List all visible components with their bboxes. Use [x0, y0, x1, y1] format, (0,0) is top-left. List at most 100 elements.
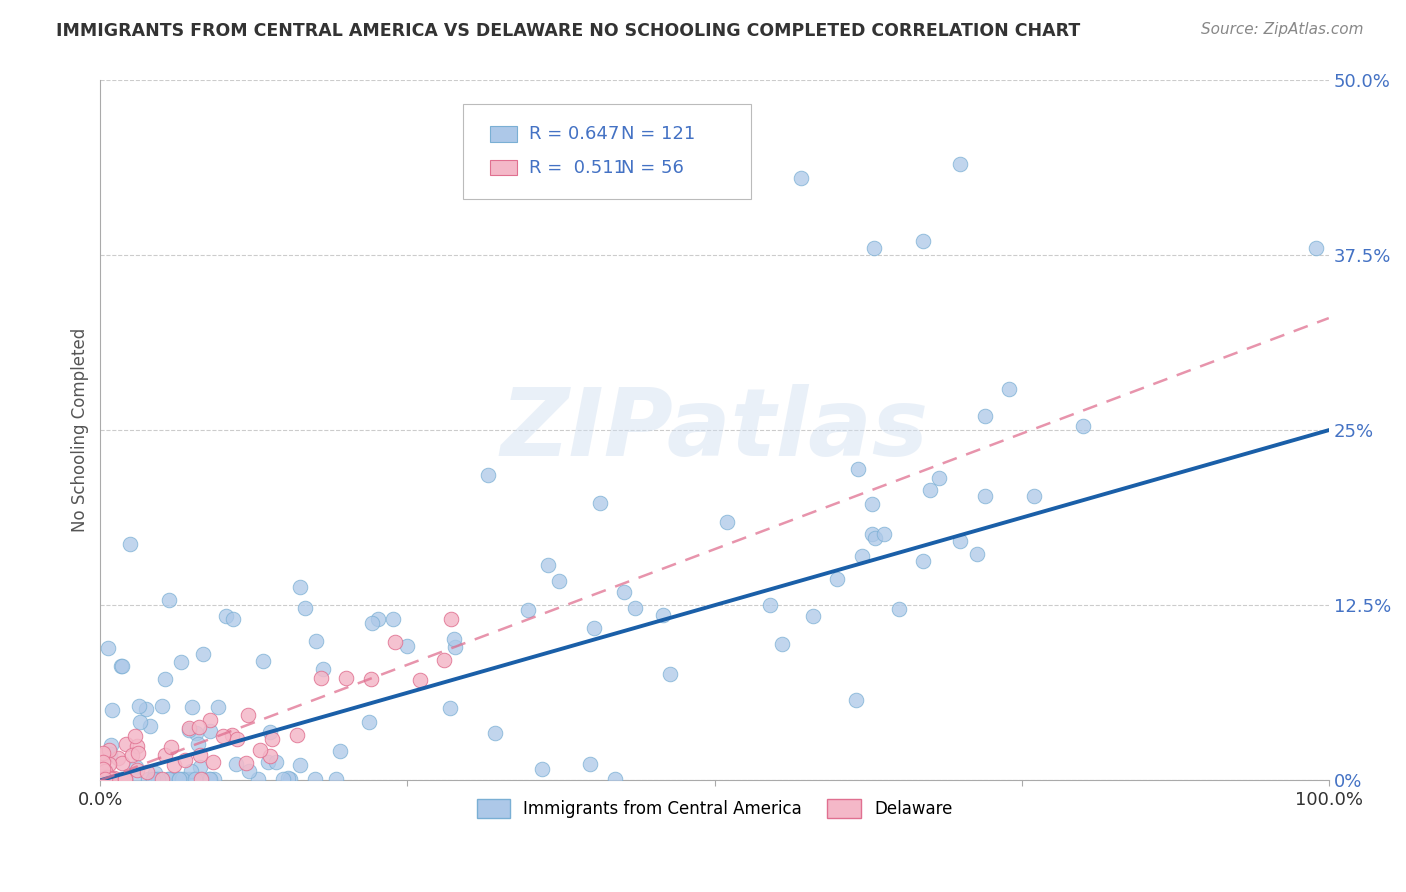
Point [759, 598, 782, 612]
Point [96, 772, 118, 786]
Point [188, 747, 211, 762]
Point [624, 600, 647, 615]
Point [949, 533, 972, 548]
Point [142, 772, 165, 786]
Legend: Immigrants from Central America, Delaware: Immigrants from Central America, Delawar… [470, 792, 959, 824]
Point [212, 729, 235, 743]
Point [236, 707, 259, 722]
Text: N = 56: N = 56 [621, 159, 685, 177]
Point [90, 772, 112, 786]
Point [589, 496, 612, 510]
Point [146, 772, 169, 786]
Point [163, 757, 186, 772]
Point [202, 756, 225, 770]
Point [439, 701, 461, 715]
Point [187, 720, 209, 734]
Point [288, 580, 311, 594]
FancyBboxPatch shape [489, 160, 517, 175]
Point [110, 772, 132, 786]
Point [91, 756, 114, 770]
Point [845, 692, 868, 706]
Point [188, 760, 211, 774]
Point [101, 703, 124, 717]
Point [716, 515, 738, 529]
Point [202, 772, 225, 786]
Point [91, 762, 114, 776]
Point [91, 746, 114, 760]
Text: ZIPatlas: ZIPatlas [501, 384, 928, 476]
Point [433, 653, 456, 667]
Point [603, 772, 626, 786]
Point [395, 640, 418, 654]
Point [966, 547, 988, 561]
Point [183, 772, 205, 786]
Point [443, 632, 465, 646]
Point [125, 739, 148, 753]
Point [249, 742, 271, 756]
FancyBboxPatch shape [463, 104, 751, 199]
Point [97, 640, 120, 655]
Point [311, 672, 333, 686]
Point [100, 739, 122, 753]
Point [107, 751, 129, 765]
Point [191, 772, 214, 786]
FancyBboxPatch shape [489, 126, 517, 142]
Point [294, 601, 316, 615]
Point [90, 772, 112, 786]
Point [257, 755, 280, 769]
Point [115, 737, 138, 751]
Point [235, 756, 257, 770]
Point [94, 772, 117, 786]
Point [174, 772, 197, 786]
Point [98, 756, 121, 771]
Point [277, 772, 299, 786]
Point [537, 558, 560, 572]
Point [262, 731, 284, 746]
Point [172, 772, 194, 786]
Point [252, 654, 274, 668]
Point [181, 772, 204, 786]
Point [143, 765, 166, 780]
Point [91, 772, 114, 786]
Point [851, 549, 873, 563]
Point [259, 724, 281, 739]
Point [174, 753, 197, 767]
Point [153, 747, 176, 762]
Point [477, 468, 499, 483]
Point [135, 764, 157, 779]
Point [136, 772, 159, 786]
Point [484, 726, 506, 740]
Point [247, 772, 270, 786]
Point [325, 772, 347, 786]
Point [367, 612, 389, 626]
Point [169, 772, 191, 786]
Point [221, 728, 243, 742]
Point [873, 527, 896, 541]
Point [285, 727, 308, 741]
Point [128, 715, 150, 730]
Point [145, 772, 167, 786]
Point [121, 748, 143, 763]
Point [97, 771, 120, 785]
Point [198, 772, 221, 786]
Point [93, 772, 115, 786]
Point [409, 673, 432, 687]
Point [181, 700, 204, 714]
Point [152, 772, 174, 786]
Text: R = 0.647: R = 0.647 [529, 125, 620, 143]
Point [648, 171, 671, 186]
Point [122, 772, 145, 786]
Point [357, 714, 380, 729]
Point [305, 634, 328, 648]
Y-axis label: No Schooling Completed: No Schooling Completed [72, 328, 89, 533]
Point [312, 662, 335, 676]
Point [918, 483, 941, 497]
Point [114, 772, 136, 786]
Point [170, 655, 193, 669]
Point [104, 772, 127, 786]
Point [111, 756, 134, 770]
Point [198, 713, 221, 727]
Point [998, 383, 1021, 397]
Point [177, 772, 200, 786]
Point [198, 772, 221, 786]
